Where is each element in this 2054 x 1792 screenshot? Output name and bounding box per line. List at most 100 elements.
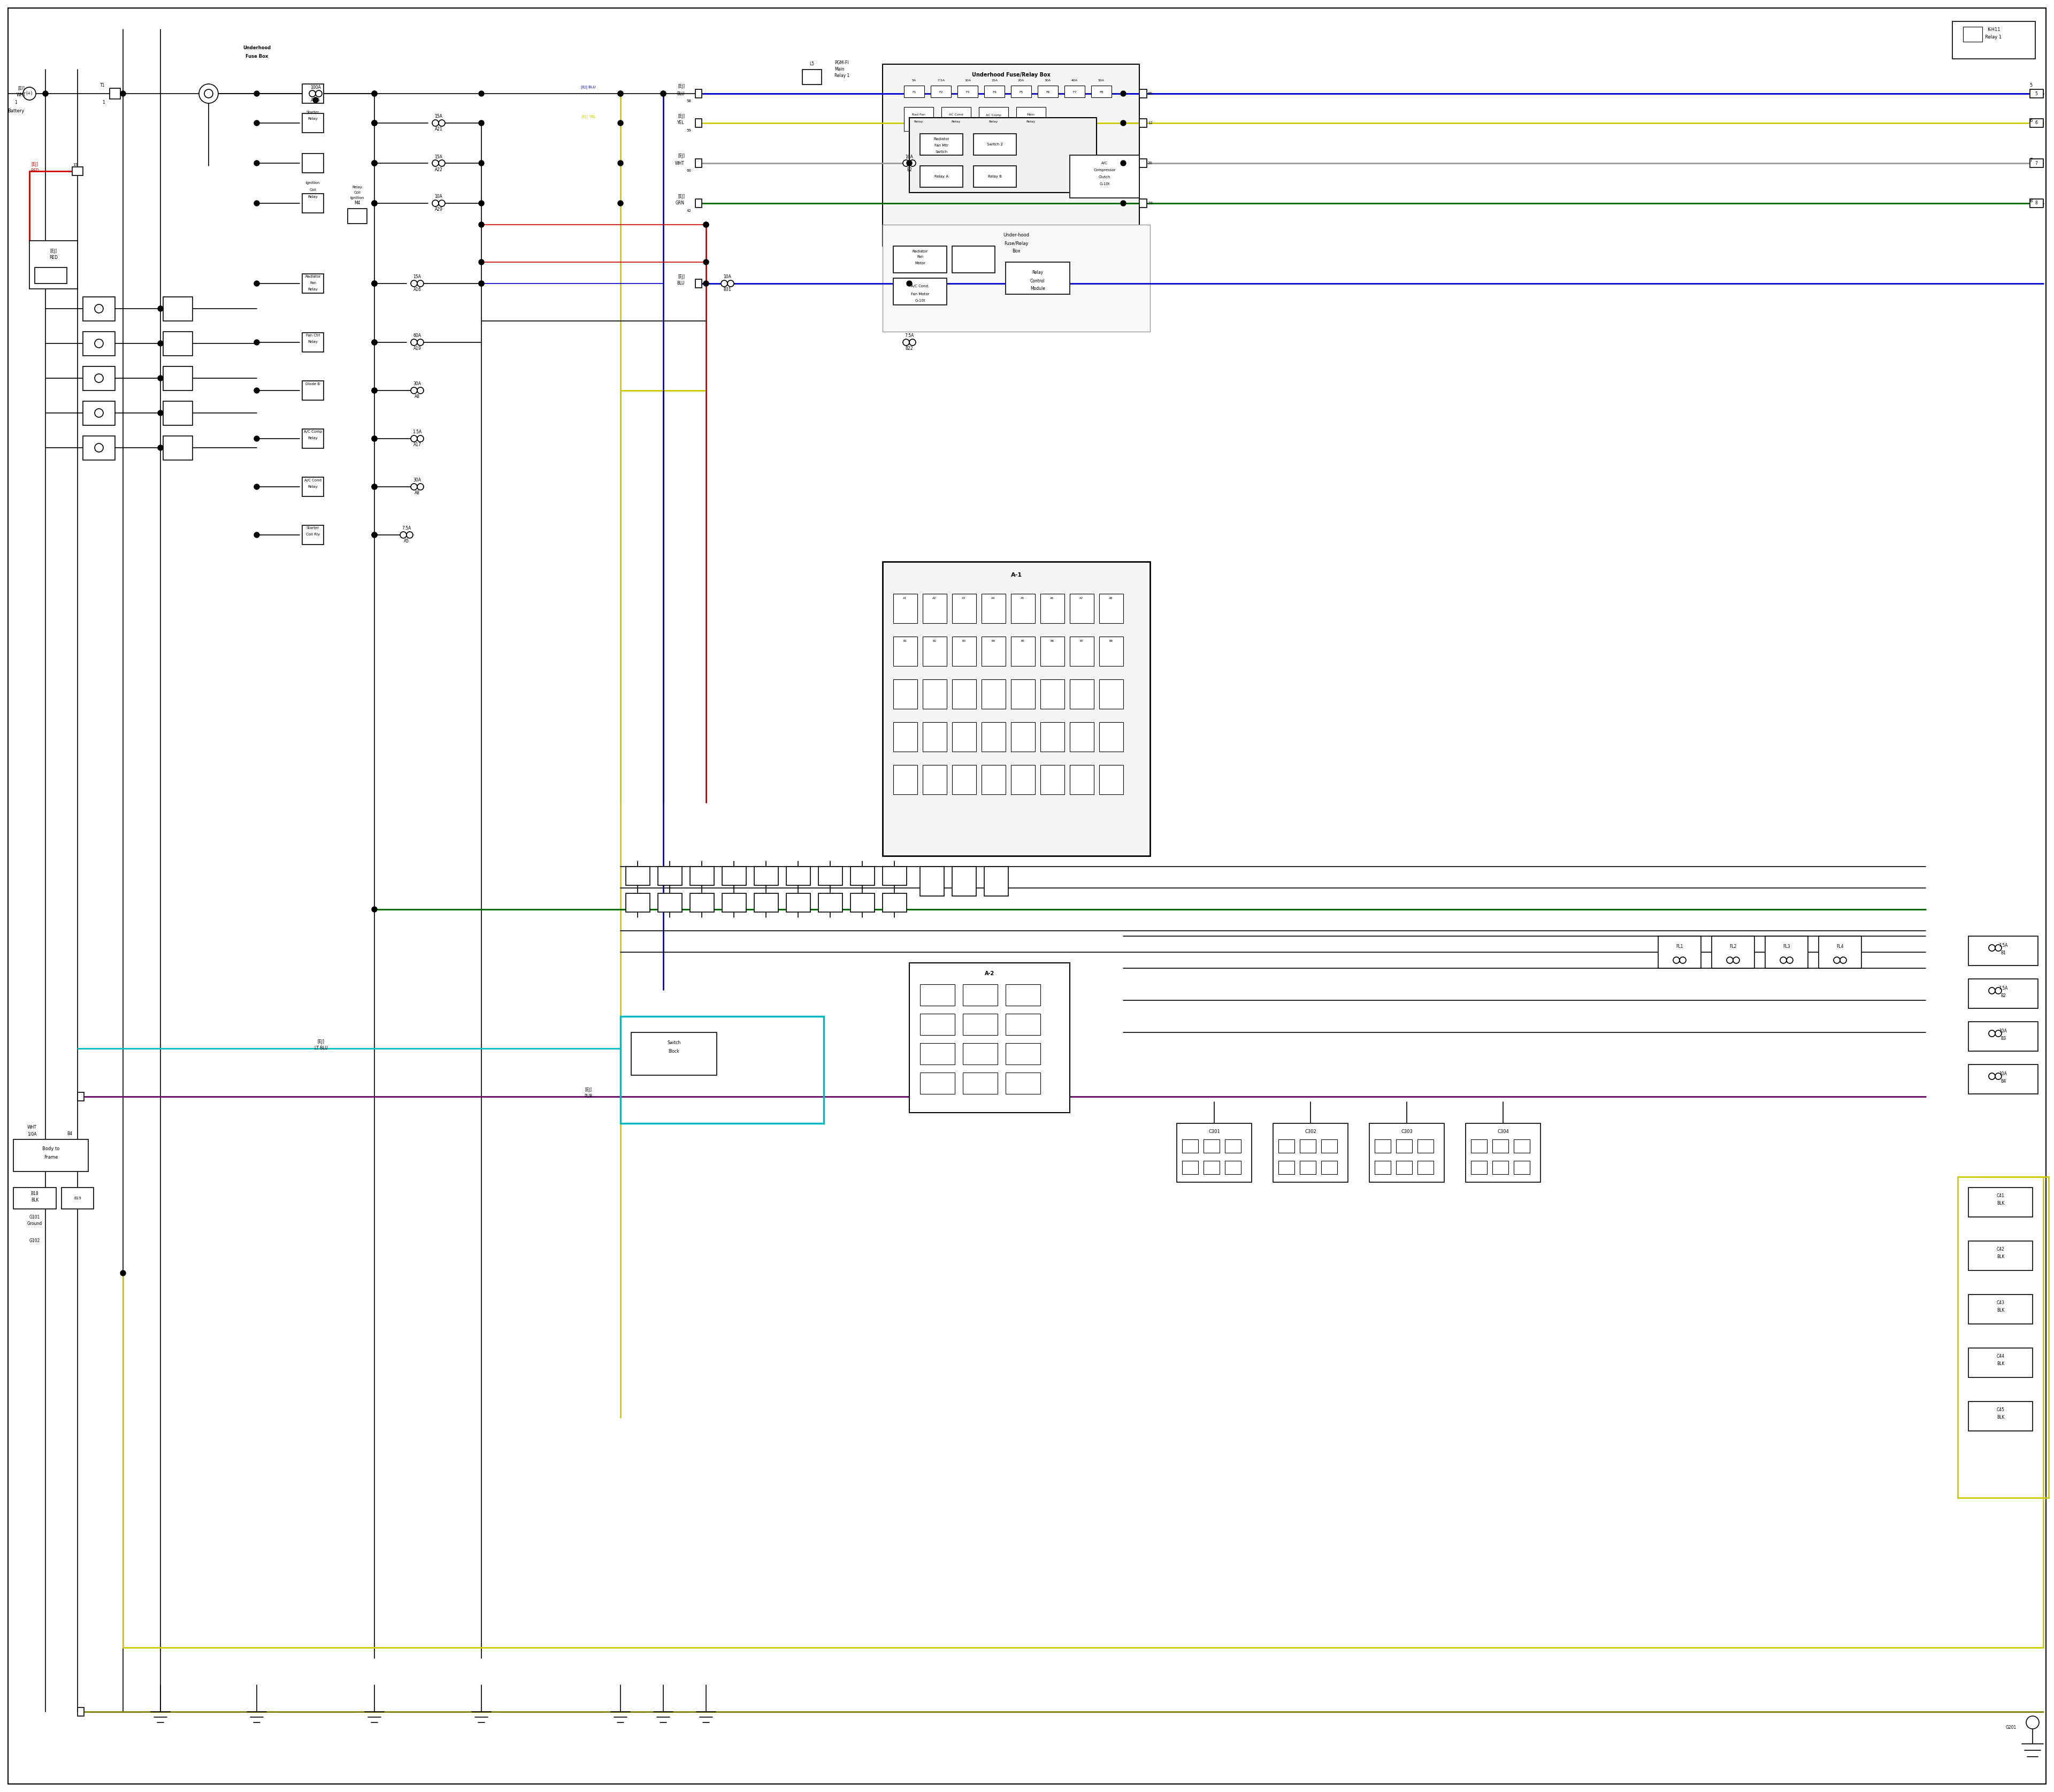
- Circle shape: [372, 120, 378, 125]
- Circle shape: [440, 159, 446, 167]
- Text: 10A: 10A: [435, 195, 442, 199]
- Text: B3: B3: [961, 640, 965, 642]
- Bar: [1064, 86, 1085, 97]
- Circle shape: [1680, 957, 1686, 964]
- Text: A/C: A/C: [1101, 161, 1107, 165]
- Bar: [980, 108, 1009, 131]
- Text: Ignition: Ignition: [351, 197, 364, 199]
- Bar: [72, 167, 82, 176]
- Bar: [162, 366, 193, 391]
- Bar: [803, 70, 822, 84]
- Text: Relay: Relay: [351, 186, 362, 188]
- Text: BLU: BLU: [678, 281, 684, 287]
- Bar: [302, 274, 325, 294]
- Text: F8: F8: [1099, 91, 1103, 93]
- Text: A8: A8: [415, 491, 419, 496]
- Text: BLK: BLK: [1996, 1416, 2005, 1419]
- Bar: [1091, 86, 1111, 97]
- Text: B4: B4: [68, 1131, 72, 1136]
- Bar: [893, 246, 947, 272]
- Circle shape: [372, 435, 378, 441]
- Bar: [2029, 159, 2044, 167]
- Bar: [29, 240, 78, 289]
- Text: A4: A4: [992, 597, 996, 599]
- Bar: [2029, 118, 2044, 127]
- Circle shape: [702, 222, 709, 228]
- Bar: [1011, 765, 1035, 794]
- Text: Radiator: Radiator: [912, 249, 928, 253]
- Text: 40A: 40A: [1072, 79, 1078, 82]
- Bar: [904, 108, 933, 131]
- Circle shape: [479, 260, 485, 265]
- Text: [EI]: [EI]: [18, 86, 25, 91]
- Bar: [984, 867, 1009, 896]
- Circle shape: [1121, 201, 1126, 206]
- Bar: [904, 86, 924, 97]
- Bar: [14, 1188, 55, 1210]
- Circle shape: [411, 280, 417, 287]
- Bar: [1099, 679, 1124, 710]
- Text: 15A: 15A: [435, 115, 442, 118]
- Text: G201: G201: [2007, 1726, 2017, 1731]
- Circle shape: [255, 161, 259, 167]
- Text: C41: C41: [1996, 1193, 2005, 1199]
- Text: B4: B4: [992, 640, 996, 642]
- Bar: [953, 679, 976, 710]
- Text: FL1: FL1: [1676, 944, 1682, 950]
- Text: Main: Main: [1027, 113, 1035, 116]
- Circle shape: [372, 340, 378, 346]
- Circle shape: [417, 484, 423, 489]
- Bar: [941, 108, 972, 131]
- Bar: [1140, 90, 1146, 99]
- Bar: [1204, 1140, 1220, 1152]
- Bar: [1224, 1161, 1241, 1174]
- Text: LT BLU: LT BLU: [314, 1047, 327, 1050]
- Bar: [982, 765, 1006, 794]
- Bar: [1493, 1161, 1508, 1174]
- Text: Fan Ctrl: Fan Ctrl: [306, 333, 320, 337]
- Text: A7: A7: [1080, 597, 1085, 599]
- Text: K-H11: K-H11: [1986, 27, 2001, 32]
- Bar: [893, 636, 918, 667]
- Circle shape: [372, 161, 378, 167]
- Circle shape: [372, 120, 378, 125]
- Text: 8: 8: [2036, 201, 2038, 206]
- Circle shape: [312, 97, 318, 102]
- Text: BLK: BLK: [1996, 1362, 2005, 1367]
- Bar: [1070, 636, 1095, 667]
- Text: WHT: WHT: [676, 161, 684, 165]
- Text: 7.5A: 7.5A: [403, 527, 411, 530]
- Circle shape: [372, 281, 378, 287]
- Circle shape: [158, 444, 162, 450]
- Text: Starter: Starter: [306, 111, 318, 115]
- Circle shape: [1994, 1073, 2001, 1079]
- Bar: [1099, 722, 1124, 751]
- Circle shape: [440, 120, 446, 125]
- Text: Fan: Fan: [310, 281, 316, 285]
- Bar: [690, 894, 715, 912]
- Bar: [1011, 722, 1035, 751]
- Text: WHT: WHT: [27, 1125, 37, 1131]
- Text: F5: F5: [1019, 91, 1023, 93]
- Circle shape: [479, 120, 485, 125]
- Text: 19: 19: [1148, 202, 1152, 204]
- Bar: [1099, 593, 1124, 624]
- Circle shape: [1994, 987, 2001, 995]
- Circle shape: [1834, 957, 1840, 964]
- Bar: [1417, 1161, 1434, 1174]
- Text: [EJ]: [EJ]: [585, 1088, 592, 1093]
- Text: AC Comp: AC Comp: [986, 113, 1000, 116]
- Text: A3: A3: [961, 597, 965, 599]
- Text: C43: C43: [1996, 1301, 2005, 1305]
- Bar: [1177, 1124, 1251, 1183]
- Bar: [78, 1093, 84, 1100]
- Circle shape: [479, 281, 485, 287]
- Circle shape: [904, 159, 910, 167]
- Text: WHT: WHT: [16, 93, 27, 97]
- Bar: [631, 1032, 717, 1075]
- Circle shape: [1734, 957, 1740, 964]
- Text: RED: RED: [31, 168, 39, 174]
- Text: 15: 15: [72, 163, 78, 167]
- Bar: [657, 894, 682, 912]
- Circle shape: [255, 91, 259, 97]
